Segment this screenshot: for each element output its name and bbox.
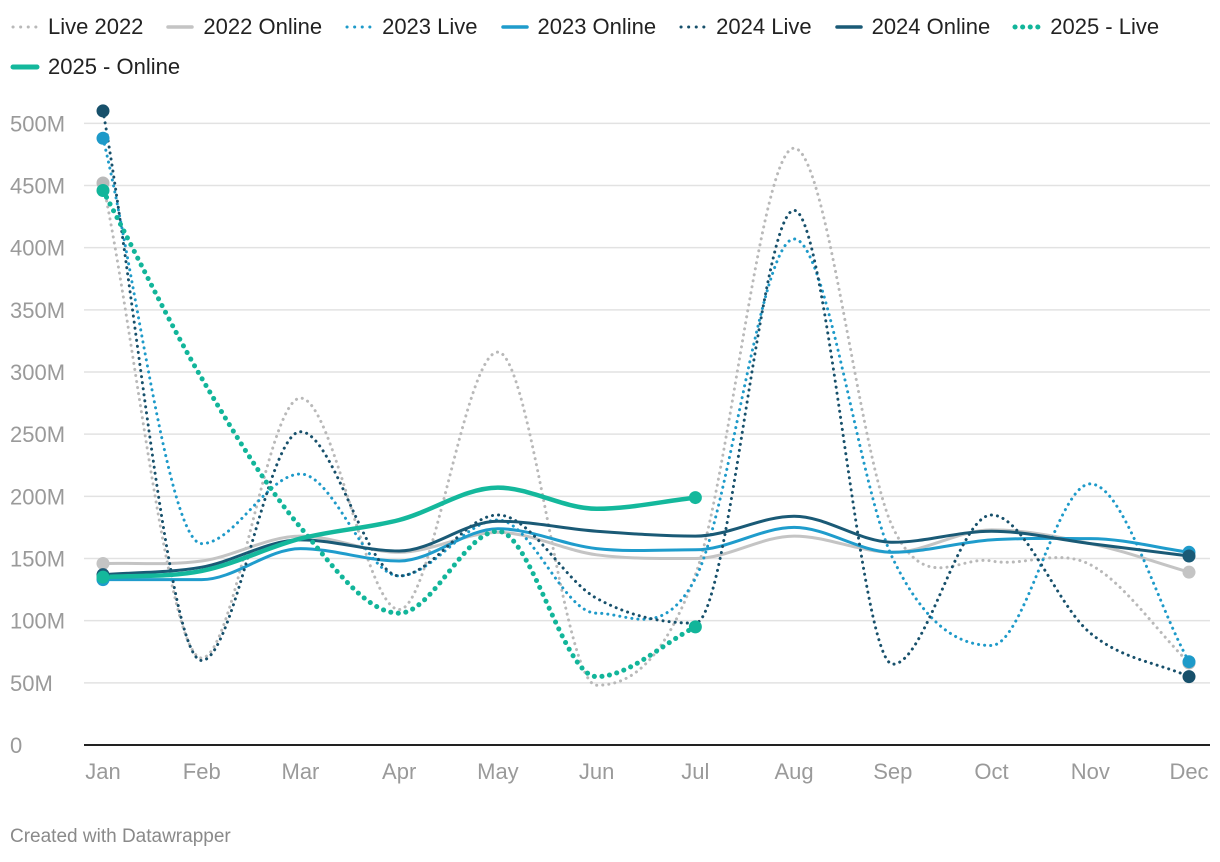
x-tick-label: Feb xyxy=(183,759,221,784)
legend-label: Live 2022 xyxy=(48,14,144,39)
data-point-2024-live xyxy=(1182,670,1196,684)
y-tick-label: 200M xyxy=(10,484,65,509)
legend-label: 2023 Online xyxy=(537,14,657,39)
series-line-2025-online xyxy=(100,485,698,580)
x-tick-label: Sep xyxy=(873,759,912,784)
legend-swatch xyxy=(679,25,707,29)
y-tick-label: 250M xyxy=(10,422,65,447)
data-point-2024-online xyxy=(1182,549,1196,563)
x-tick-label: Aug xyxy=(775,759,814,784)
x-tick-label: Dec xyxy=(1169,759,1208,784)
legend-item-2024-online: 2024 Online xyxy=(834,14,991,40)
legend-swatch xyxy=(10,64,40,70)
x-tick-label: May xyxy=(477,759,519,784)
legend-item-2023-online: 2023 Online xyxy=(500,14,657,40)
y-tick-label: 400M xyxy=(10,236,65,261)
x-tick-label: Jun xyxy=(579,759,614,784)
legend-item-2024-live: 2024 Live xyxy=(678,14,812,40)
x-tick-label: Mar xyxy=(282,759,320,784)
y-tick-label: 350M xyxy=(10,298,65,323)
legend-label: 2024 Online xyxy=(871,14,991,39)
data-point-2024-live xyxy=(96,104,110,118)
legend-swatch xyxy=(11,25,39,29)
series-line-2025-live xyxy=(100,188,698,680)
legend-swatch xyxy=(500,25,529,29)
y-tick-label: 450M xyxy=(10,174,65,199)
x-tick-label: Jan xyxy=(85,759,120,784)
data-point-2023-live xyxy=(96,131,110,145)
legend-label: 2022 Online xyxy=(203,14,323,39)
x-tick-label: Jul xyxy=(681,759,709,784)
legend-item-2022-online: 2022 Online xyxy=(165,14,322,40)
series-line-live-2022 xyxy=(101,146,1191,687)
series-line-2023-online xyxy=(101,525,1191,582)
legend-item-live-2022: Live 2022 xyxy=(10,14,143,40)
data-point-2025-online xyxy=(688,491,702,505)
legend-label: 2024 Live xyxy=(716,14,812,39)
legend-swatch xyxy=(834,25,863,29)
legend-item-2025-online: 2025 - Online xyxy=(10,54,180,80)
data-point-2025-live xyxy=(688,620,702,634)
y-tick-label: 150M xyxy=(10,547,65,572)
legend-swatch xyxy=(166,25,195,29)
x-tick-label: Apr xyxy=(382,759,416,784)
data-point-2025-online xyxy=(96,570,110,584)
data-point-2022-online xyxy=(96,556,110,570)
y-tick-label: 100M xyxy=(10,609,65,634)
legend-item-2023-live: 2023 Live xyxy=(344,14,478,40)
series-line-2023-live xyxy=(101,136,1191,664)
y-tick-label: 0 xyxy=(10,733,22,758)
legend-swatch xyxy=(345,25,373,29)
data-point-2023-live xyxy=(1182,655,1196,669)
legend-item-2025-live: 2025 - Live xyxy=(1012,14,1159,40)
data-point-2025-live xyxy=(96,183,110,197)
legend-label: 2023 Live xyxy=(382,14,478,39)
legend: Live 2022 2022 Online 2023 Live 2023 Online… xyxy=(10,14,1200,80)
data-point-2022-online xyxy=(1182,565,1196,579)
y-tick-label: 300M xyxy=(10,360,65,385)
x-tick-label: Nov xyxy=(1071,759,1110,784)
series-line-2024-online xyxy=(101,514,1191,577)
legend-label: 2025 - Live xyxy=(1050,14,1160,39)
x-tick-label: Oct xyxy=(974,759,1008,784)
y-tick-label: 50M xyxy=(10,671,53,696)
legend-label: 2025 - Online xyxy=(48,54,181,79)
y-tick-label: 500M xyxy=(10,111,65,136)
series-line-2024-live xyxy=(101,109,1191,679)
footer-credit: Created with Datawrapper xyxy=(10,826,231,847)
legend-swatch xyxy=(1012,24,1042,30)
